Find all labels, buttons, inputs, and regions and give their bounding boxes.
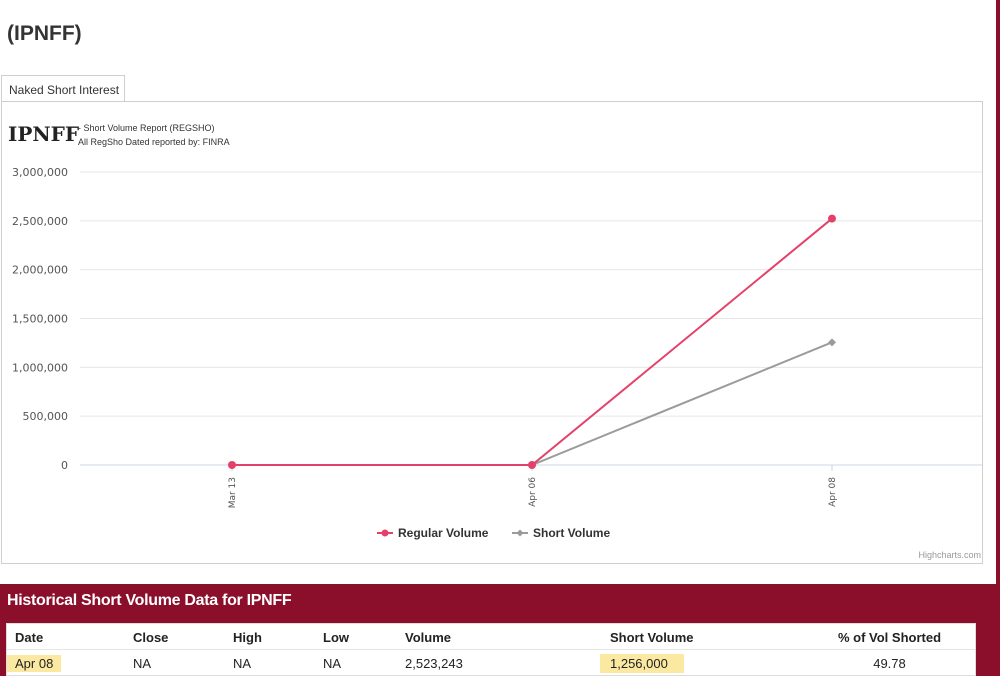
y-tick-label: 0 xyxy=(61,459,68,472)
historical-title: Historical Short Volume Data for IPNFF xyxy=(7,592,292,609)
short-volume-chart: IPNFF - Short Volume Report (REGSHO) All… xyxy=(8,122,982,560)
y-tick-label: 500,000 xyxy=(23,410,69,423)
column-header-date[interactable]: Date xyxy=(15,629,44,645)
x-tick-label: Apr 06 xyxy=(528,477,538,507)
legend-short-marker xyxy=(516,529,524,537)
column-header-short-volume[interactable]: Short Volume xyxy=(610,629,694,645)
legend-regular-marker xyxy=(381,529,389,537)
y-tick-label: 1,500,000 xyxy=(12,313,68,326)
series-line xyxy=(232,341,833,466)
y-tick-label: 1,000,000 xyxy=(12,361,68,374)
chart-gridlines xyxy=(80,171,982,466)
page-title: (IPNFF) xyxy=(7,22,82,45)
cell-short-volume-value: 1,256,000 xyxy=(600,654,684,673)
historical-table: Date Close High Low Volume Short Volume … xyxy=(6,623,976,676)
table-row: Apr 08 NA NA NA 2,523,243 1,256,000 49.7… xyxy=(7,649,975,676)
column-header-close[interactable]: Close xyxy=(133,629,169,645)
cell-short-volume: 1,256,000 xyxy=(600,649,804,676)
y-tick-label: 2,000,000 xyxy=(12,264,68,277)
data-point xyxy=(828,338,836,347)
y-tick-label: 2,500,000 xyxy=(12,215,68,228)
legend-short-label: Short Volume xyxy=(533,526,610,540)
x-axis-labels: Mar 13 Apr 06 Apr 08 xyxy=(228,465,838,508)
legend-regular-label: Regular Volume xyxy=(398,526,489,540)
historical-section: Historical Short Volume Data for IPNFF D… xyxy=(0,584,996,676)
series-line xyxy=(232,217,833,466)
cell-high: NA xyxy=(233,649,323,676)
data-point xyxy=(228,461,236,469)
data-point xyxy=(828,214,836,223)
column-header-volume[interactable]: Volume xyxy=(405,629,451,645)
cell-volume: 2,523,243 xyxy=(405,649,610,676)
x-tick-label: Apr 08 xyxy=(828,477,838,507)
legend-item-short-volume[interactable]: Short Volume xyxy=(512,526,610,540)
x-tick-label: Mar 13 xyxy=(228,477,238,508)
legend-item-regular-volume[interactable]: Regular Volume xyxy=(377,526,489,540)
highcharts-credit[interactable]: Highcharts.com xyxy=(918,550,981,560)
cell-date: Apr 08 xyxy=(7,649,133,676)
tab-naked-short-interest[interactable]: Naked Short Interest xyxy=(1,75,125,101)
chart-ticker: IPNFF xyxy=(8,122,79,146)
y-tick-label: 3,000,000 xyxy=(12,166,68,179)
table-header-row: Date Close High Low Volume Short Volume … xyxy=(7,624,975,650)
chart-series xyxy=(228,214,836,469)
cell-close: NA xyxy=(133,649,233,676)
cell-low: NA xyxy=(323,649,405,676)
chart-subtitle-line2: All RegSho Dated reported by: FINRA xyxy=(78,137,230,147)
right-border-rule xyxy=(996,0,1000,676)
chart-panel xyxy=(1,101,983,564)
cell-pct-shorted: 49.78 xyxy=(804,649,975,676)
y-axis-labels: 0 500,000 1,000,000 1,500,000 2,000,000 2,500… xyxy=(12,166,68,472)
data-point xyxy=(528,461,536,469)
column-header-pct-shorted[interactable]: % of Vol Shorted xyxy=(837,629,942,645)
cell-date-value: Apr 08 xyxy=(7,655,62,672)
chart-legend[interactable]: Regular Volume Short Volume xyxy=(377,526,610,540)
column-header-high[interactable]: High xyxy=(233,629,262,645)
chart-subtitle-line1: - Short Volume Report (REGSHO) xyxy=(78,123,215,133)
column-header-low[interactable]: Low xyxy=(323,629,349,645)
